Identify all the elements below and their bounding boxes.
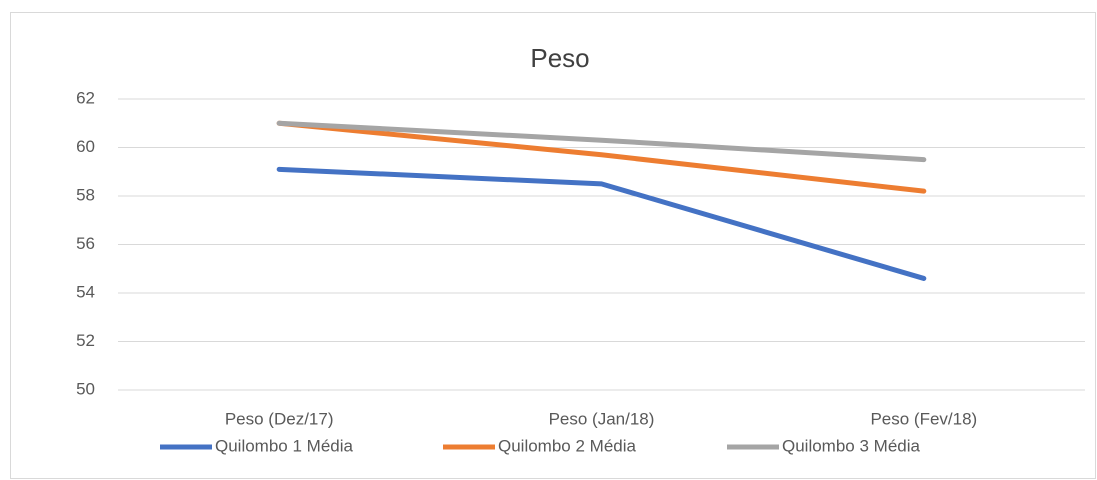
x-tick-label: Peso (Jan/18) — [549, 409, 655, 428]
legend-label: Quilombo 2 Média — [498, 436, 637, 455]
y-tick-label: 50 — [76, 379, 95, 398]
x-tick-label: Peso (Fev/18) — [870, 409, 977, 428]
line-series — [276, 120, 927, 194]
line-series — [276, 166, 927, 281]
chart-border — [10, 12, 1096, 479]
y-tick-label: 60 — [76, 137, 95, 156]
legend-label: Quilombo 3 Média — [782, 436, 921, 455]
chart-title: Peso — [530, 43, 589, 73]
legend-label: Quilombo 1 Média — [215, 436, 354, 455]
line-series — [276, 120, 927, 163]
y-tick-label: 62 — [76, 88, 95, 107]
y-tick-label: 54 — [76, 282, 95, 301]
y-tick-label: 56 — [76, 234, 95, 253]
x-tick-label: Peso (Dez/17) — [225, 409, 334, 428]
y-tick-label: 52 — [76, 331, 95, 350]
y-tick-label: 58 — [76, 185, 95, 204]
